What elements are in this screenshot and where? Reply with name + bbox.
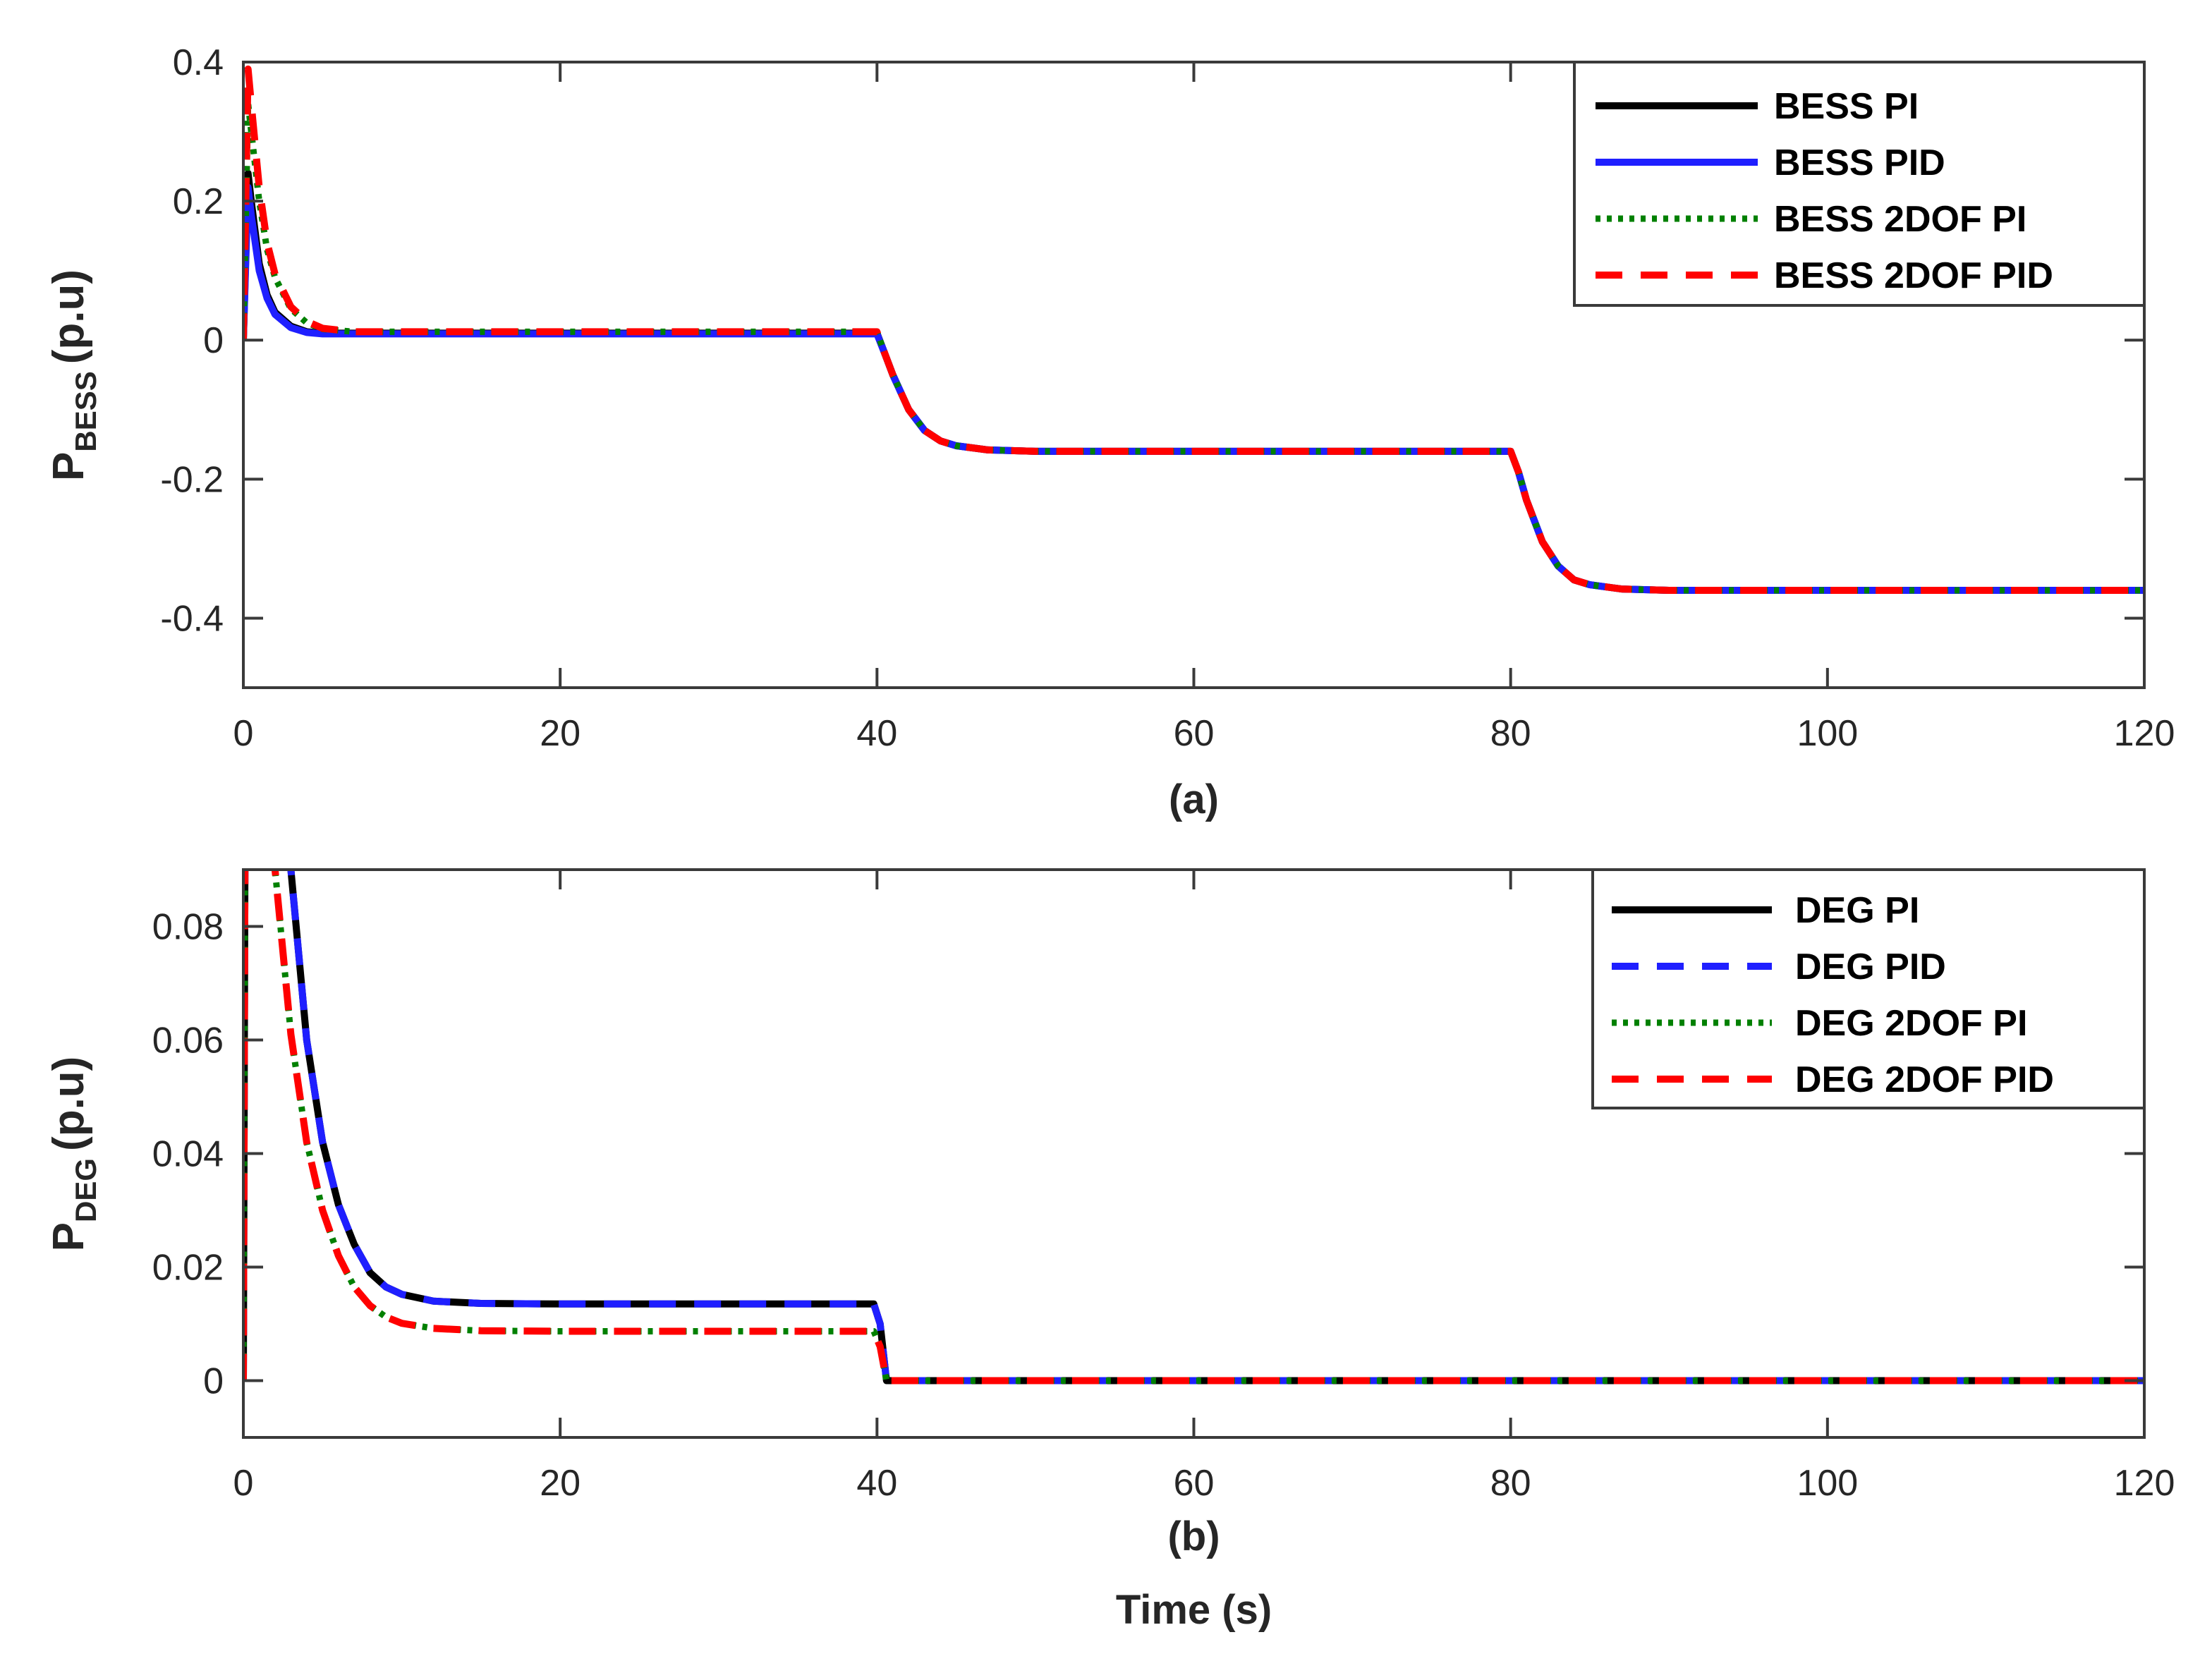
y-tick-label: 0.4 <box>173 42 224 83</box>
legend-label: DEG 2DOF PID <box>1795 1059 2054 1100</box>
x-tick-label: 20 <box>540 713 581 754</box>
series-group <box>243 870 2144 1385</box>
x-tick-label: 0 <box>233 1463 254 1504</box>
legend-label: BESS 2DOF PID <box>1774 255 2053 296</box>
panel-caption: (b) <box>1167 1514 1220 1559</box>
chart-panel-b: 0 20 40 60 80 100 120 0 0.02 0.04 0.06 0.08 PDEG(p.u… <box>44 868 2175 1633</box>
legend-label: BESS 2DOF PI <box>1774 199 2026 240</box>
y-tick-label: 0.02 <box>152 1248 224 1289</box>
x-tick-label: 40 <box>856 713 897 754</box>
x-tick-label: 120 <box>2114 1463 2175 1504</box>
x-tick-label: 100 <box>1797 713 1858 754</box>
series-line-bess-2dof-pid <box>243 65 2144 594</box>
y-tick-label: -0.4 <box>160 598 224 639</box>
x-tick-label: 0 <box>233 713 254 754</box>
y-axis-label: PDEG(p.u) <box>44 1057 102 1252</box>
legend-label: DEG PID <box>1795 947 1946 987</box>
legend-label: BESS PID <box>1774 142 1945 183</box>
y-tick-label: 0.06 <box>152 1021 224 1061</box>
series-line-deg-2dof-pid <box>243 870 2144 1385</box>
x-tick-label: 20 <box>540 1463 581 1504</box>
x-tick-label: 60 <box>1174 1463 1215 1504</box>
x-tick-label: 40 <box>856 1463 897 1504</box>
legend-label: DEG 2DOF PI <box>1795 1003 2027 1044</box>
x-tick-label: 80 <box>1490 713 1531 754</box>
y-tick-label: 0 <box>203 320 224 361</box>
legend-label: DEG PI <box>1795 890 1919 931</box>
x-axis-label: Time (s) <box>1116 1587 1272 1633</box>
legend: DEG PI DEG PID DEG 2DOF PI DEG 2DOF PID <box>1591 868 2146 1109</box>
x-tick-label: 120 <box>2114 713 2175 754</box>
x-tick-label: 100 <box>1797 1463 1858 1504</box>
legend: BESS PI BESS PID BESS 2DOF PI BESS 2DOF PID <box>1573 61 2146 307</box>
y-tick-label: -0.2 <box>160 459 224 500</box>
x-tick-label: 80 <box>1490 1463 1531 1504</box>
legend-label: BESS PI <box>1774 86 1919 127</box>
x-tick-label: 60 <box>1174 713 1215 754</box>
y-tick-label: 0 <box>203 1361 224 1402</box>
y-tick-label: 0.2 <box>173 181 224 222</box>
y-tick-label: 0.04 <box>152 1134 224 1175</box>
series-group <box>243 65 2144 594</box>
panel-caption: (a) <box>1169 777 1219 822</box>
y-tick-label: 0.08 <box>152 907 224 948</box>
y-axis-label: PBESS(p.u) <box>44 269 102 481</box>
chart-panel-a: 0 20 40 60 80 100 120 -0.4 -0.2 0 0.2 0.4 PBESS(p.u)… <box>44 42 2175 822</box>
